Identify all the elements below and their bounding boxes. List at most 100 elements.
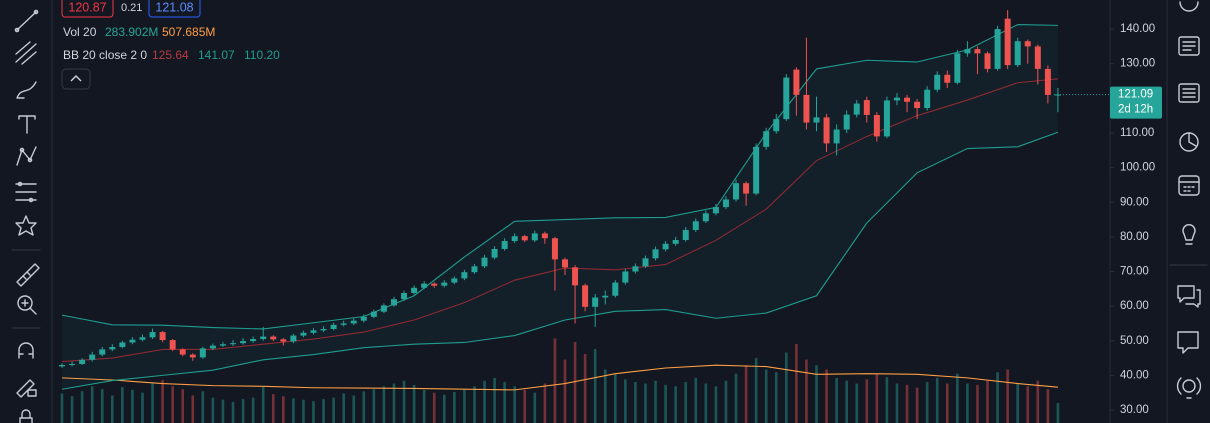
volume-bar bbox=[734, 373, 738, 423]
volume-bar bbox=[815, 365, 818, 423]
candle-body bbox=[79, 359, 86, 364]
candle-body bbox=[240, 341, 247, 344]
volume-bar bbox=[312, 401, 315, 423]
volume-bar bbox=[1046, 389, 1050, 423]
volume-bar bbox=[181, 389, 185, 423]
volume-bar bbox=[664, 384, 667, 423]
hints-button[interactable] bbox=[1182, 224, 1196, 245]
candle-body bbox=[260, 336, 267, 340]
favorites-tool[interactable] bbox=[15, 215, 37, 236]
news-button[interactable] bbox=[1178, 36, 1200, 56]
candle-body bbox=[511, 236, 518, 242]
candle-body bbox=[290, 335, 297, 342]
candle-body bbox=[954, 53, 961, 83]
candle-body bbox=[803, 94, 810, 123]
watchlist-button[interactable] bbox=[1178, 83, 1200, 103]
volume-bar bbox=[282, 396, 285, 423]
ask-box[interactable] bbox=[148, 0, 201, 18]
bb-legend-title: BB 20 close 2 0 bbox=[63, 48, 147, 62]
candle-body bbox=[451, 278, 458, 283]
bb-lower-line bbox=[61, 131, 1059, 390]
volume-bar bbox=[111, 395, 114, 423]
calendar-button[interactable] bbox=[1178, 175, 1200, 196]
candle-body bbox=[129, 339, 136, 343]
volume-bar bbox=[473, 386, 476, 423]
trend-line-tool[interactable] bbox=[14, 9, 39, 33]
volume-bar bbox=[100, 389, 104, 423]
volume-bar bbox=[241, 399, 245, 423]
volume-bar bbox=[654, 380, 657, 423]
candle-body bbox=[270, 336, 277, 340]
lock-tool[interactable] bbox=[19, 409, 33, 423]
volume-bar bbox=[121, 387, 124, 423]
candle-body bbox=[924, 89, 931, 109]
volume-bar bbox=[624, 379, 627, 423]
candle-body bbox=[833, 129, 840, 144]
candle-body bbox=[682, 229, 689, 240]
lock-drawing-tool[interactable] bbox=[16, 379, 37, 398]
measure-tool[interactable] bbox=[16, 263, 40, 287]
alerts-button[interactable] bbox=[1179, 1, 1199, 12]
y-tick-label: 110.00 bbox=[1120, 127, 1154, 139]
volume-bar bbox=[131, 389, 134, 423]
candle-body bbox=[612, 282, 619, 296]
volume-bar bbox=[211, 397, 215, 423]
zoom-tool[interactable] bbox=[17, 295, 37, 315]
candle-body bbox=[471, 266, 478, 273]
y-tick-label: 70.00 bbox=[1120, 266, 1149, 278]
magnet-tool[interactable] bbox=[18, 342, 34, 359]
candle-body bbox=[1044, 68, 1051, 95]
candle-body bbox=[763, 131, 770, 147]
volume-bar bbox=[714, 386, 718, 423]
bb-basis-value: 125.64 bbox=[152, 48, 189, 62]
volume-bar bbox=[956, 373, 959, 423]
streams-button[interactable] bbox=[1176, 377, 1202, 399]
fib-tool[interactable] bbox=[15, 41, 37, 65]
candle-body bbox=[984, 53, 991, 69]
volume-bar bbox=[342, 393, 345, 423]
bid-box[interactable] bbox=[61, 0, 114, 18]
volume-bar bbox=[573, 341, 577, 423]
volume-bar bbox=[513, 386, 516, 423]
pattern-tool[interactable] bbox=[16, 146, 37, 166]
volume-bar bbox=[1016, 383, 1019, 423]
candle-body bbox=[934, 74, 941, 90]
candle-body bbox=[199, 348, 206, 358]
candle-body bbox=[702, 213, 709, 222]
brush-tool[interactable] bbox=[16, 81, 37, 99]
volume-bar bbox=[764, 369, 768, 423]
messages-button[interactable] bbox=[1177, 331, 1199, 354]
candle-body bbox=[59, 364, 65, 367]
bb-upper-value: 141.07 bbox=[198, 48, 235, 62]
collapse-legend-button[interactable] bbox=[61, 68, 91, 90]
volume-legend-title: Vol 20 bbox=[63, 25, 97, 39]
candle-body bbox=[280, 339, 287, 342]
volume-bar bbox=[60, 393, 64, 423]
volume-bar bbox=[825, 369, 828, 423]
text-tool[interactable] bbox=[18, 115, 36, 134]
volume-bar bbox=[614, 373, 617, 423]
candle-body bbox=[733, 183, 740, 200]
volume-bar bbox=[402, 380, 406, 423]
volume-bar bbox=[865, 379, 869, 423]
candle-body bbox=[753, 146, 760, 194]
candle-body bbox=[562, 259, 568, 268]
prediction-tool[interactable] bbox=[15, 181, 37, 203]
last-price-box bbox=[1110, 86, 1162, 119]
right-toolbar bbox=[1169, 1, 1208, 399]
volume-bar bbox=[945, 383, 949, 423]
candle-body bbox=[843, 114, 850, 130]
ideas-button[interactable] bbox=[1179, 132, 1199, 152]
chat-button[interactable] bbox=[1177, 285, 1201, 308]
volume-bar bbox=[352, 395, 356, 423]
candle-body bbox=[893, 97, 900, 101]
volume-bar bbox=[674, 386, 677, 423]
bb-lower-value: 110.20 bbox=[244, 48, 280, 62]
candle-body bbox=[813, 117, 820, 123]
volume-bar bbox=[855, 383, 859, 423]
volume-bar bbox=[171, 386, 174, 423]
candle-body bbox=[149, 332, 156, 338]
candle-body bbox=[974, 49, 981, 54]
candle-body bbox=[320, 328, 327, 331]
